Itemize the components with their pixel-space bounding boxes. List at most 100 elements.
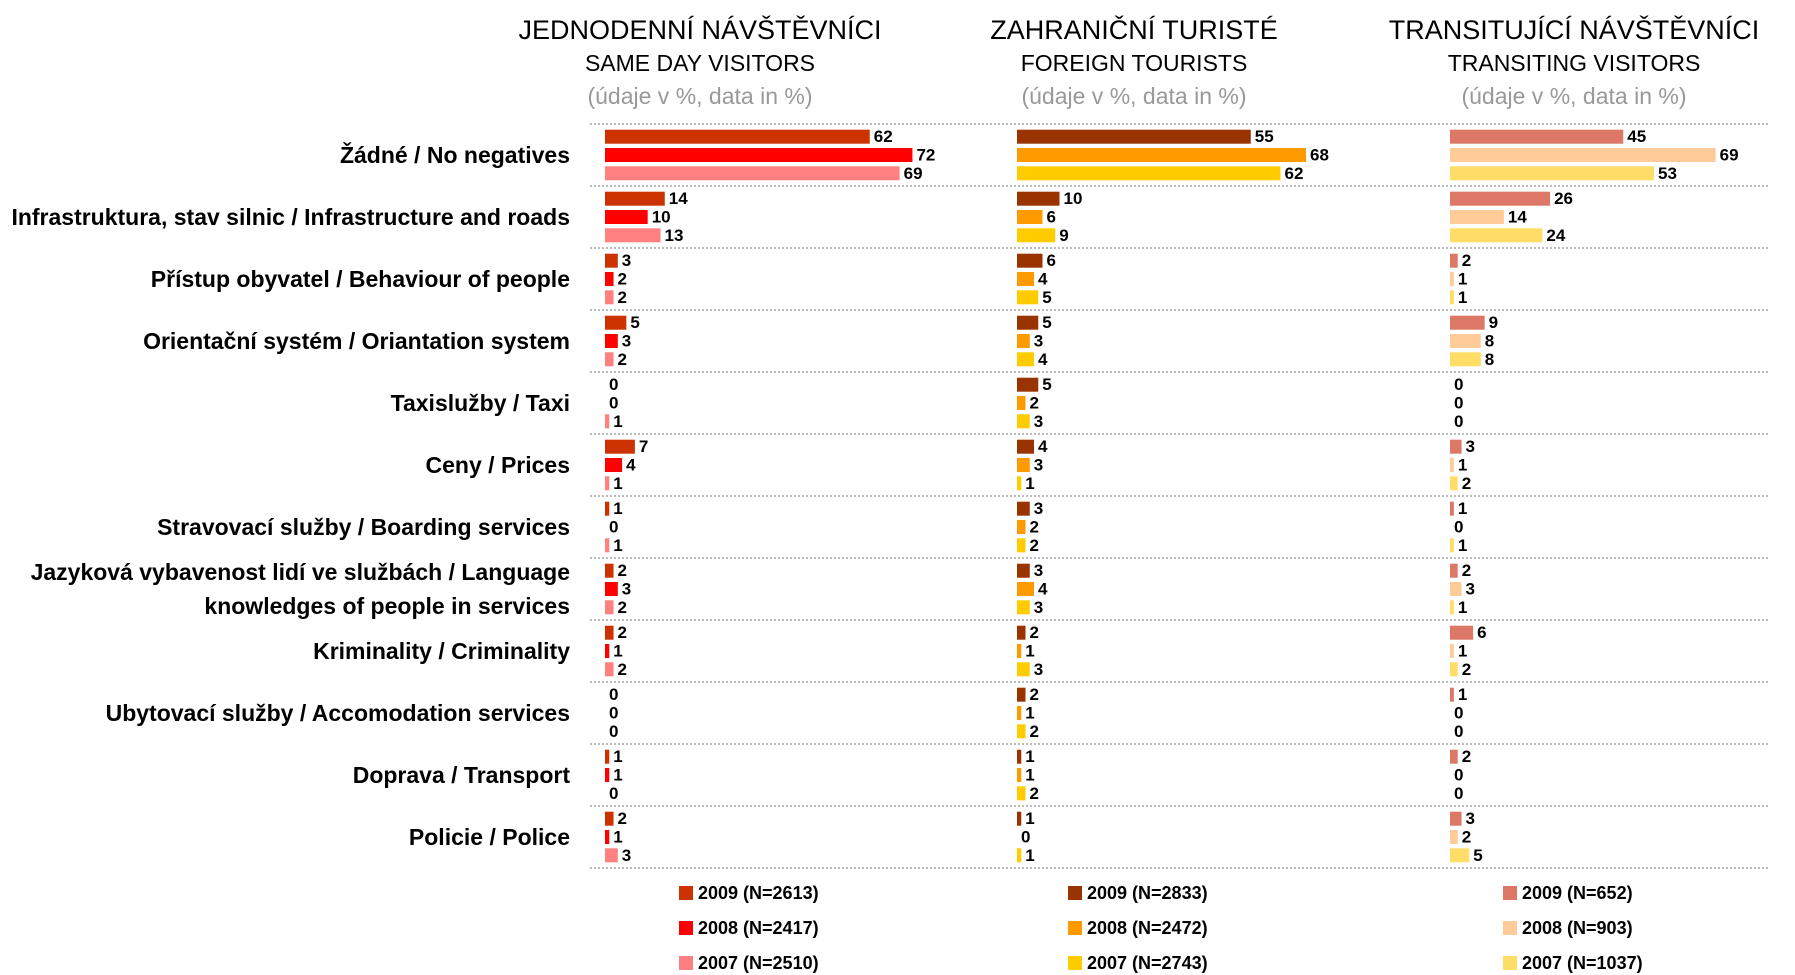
bar	[1450, 563, 1458, 578]
value-label: 4	[1038, 437, 1048, 456]
bar	[1450, 352, 1481, 367]
value-label: 2	[1030, 393, 1039, 412]
bar	[605, 563, 614, 578]
chart-note: (údaje v %, data in %)	[1021, 83, 1246, 109]
bar	[605, 352, 614, 367]
value-label: 0	[1454, 784, 1463, 803]
bar	[605, 582, 618, 596]
legend-label: 2008 (N=2417)	[698, 918, 819, 938]
bar	[1017, 396, 1026, 410]
legend-swatch	[1068, 886, 1082, 900]
bar	[1017, 458, 1030, 472]
value-label: 0	[1454, 375, 1463, 394]
bar	[1450, 148, 1716, 162]
bar	[1450, 662, 1458, 677]
bar	[1017, 724, 1026, 739]
value-label: 9	[1489, 313, 1498, 332]
value-label: 1	[1025, 765, 1034, 784]
value-label: 3	[622, 846, 631, 865]
value-label: 7	[639, 437, 648, 456]
bar	[605, 644, 610, 658]
bar	[1450, 191, 1551, 206]
bar	[605, 228, 661, 243]
bar	[1017, 148, 1306, 162]
bar	[1450, 501, 1454, 516]
legend-swatch	[1503, 956, 1517, 970]
bar	[1450, 272, 1454, 286]
value-label: 2	[1030, 517, 1039, 536]
value-label: 9	[1059, 226, 1068, 245]
bar	[1017, 582, 1034, 596]
legend-swatch	[1068, 956, 1082, 970]
bar	[605, 848, 618, 863]
value-label: 1	[1025, 474, 1034, 493]
bar	[1017, 520, 1026, 534]
bar	[605, 538, 610, 553]
value-label: 0	[609, 722, 618, 741]
bar	[605, 129, 870, 144]
bar	[1017, 768, 1022, 782]
value-label: 2	[1030, 722, 1039, 741]
bar	[1017, 811, 1022, 826]
bar	[1450, 315, 1485, 330]
category-label: Žádné / No negatives	[339, 142, 570, 168]
value-label: 2	[618, 598, 627, 617]
bar	[1450, 582, 1462, 596]
value-label: 1	[1025, 809, 1034, 828]
value-label: 24	[1546, 226, 1565, 245]
bar	[1450, 458, 1454, 472]
value-label: 2	[1462, 827, 1471, 846]
bar	[1017, 253, 1043, 268]
value-label: 0	[609, 393, 618, 412]
bar	[605, 600, 614, 615]
bar	[1017, 644, 1022, 658]
value-label: 53	[1658, 164, 1677, 183]
legend-swatch	[679, 956, 693, 970]
value-label: 1	[1458, 598, 1467, 617]
bar	[1017, 662, 1030, 677]
bar	[1450, 811, 1462, 826]
bar	[1017, 228, 1056, 243]
value-label: 2	[618, 660, 627, 679]
value-label: 2	[618, 809, 627, 828]
bar	[1450, 830, 1458, 844]
bar	[1017, 538, 1026, 553]
bar	[1017, 439, 1034, 454]
value-label: 2	[618, 350, 627, 369]
bar	[1017, 210, 1043, 224]
bar	[605, 253, 618, 268]
value-label: 3	[1034, 331, 1043, 350]
bar	[605, 334, 618, 348]
chart-note: (údaje v %, data in %)	[1461, 83, 1686, 109]
value-label: 2	[1462, 251, 1471, 270]
value-label: 1	[1458, 269, 1467, 288]
bar	[1450, 334, 1481, 348]
value-label: 1	[1458, 288, 1467, 307]
bar	[1450, 476, 1458, 491]
chart-title: ZAHRANIČNÍ TURISTÉ	[990, 14, 1278, 45]
value-label: 0	[1454, 393, 1463, 412]
value-label: 5	[1473, 846, 1482, 865]
value-label: 3	[1034, 412, 1043, 431]
value-label: 0	[609, 784, 618, 803]
value-label: 0	[609, 517, 618, 536]
bar	[605, 458, 623, 472]
bar	[1450, 290, 1454, 305]
legend-label: 2007 (N=1037)	[1522, 953, 1643, 973]
value-label: 1	[613, 412, 622, 431]
bar	[1017, 848, 1022, 863]
bar	[605, 662, 614, 677]
bar	[605, 414, 610, 429]
value-label: 6	[1047, 207, 1056, 226]
bar	[605, 148, 913, 162]
value-label: 6	[1047, 251, 1056, 270]
value-label: 1	[1458, 455, 1467, 474]
value-label: 2	[618, 269, 627, 288]
value-label: 26	[1554, 189, 1573, 208]
bar	[605, 768, 610, 782]
bar	[1450, 439, 1462, 454]
value-label: 6	[1477, 623, 1486, 642]
bar	[1450, 129, 1624, 144]
value-label: 1	[613, 747, 622, 766]
